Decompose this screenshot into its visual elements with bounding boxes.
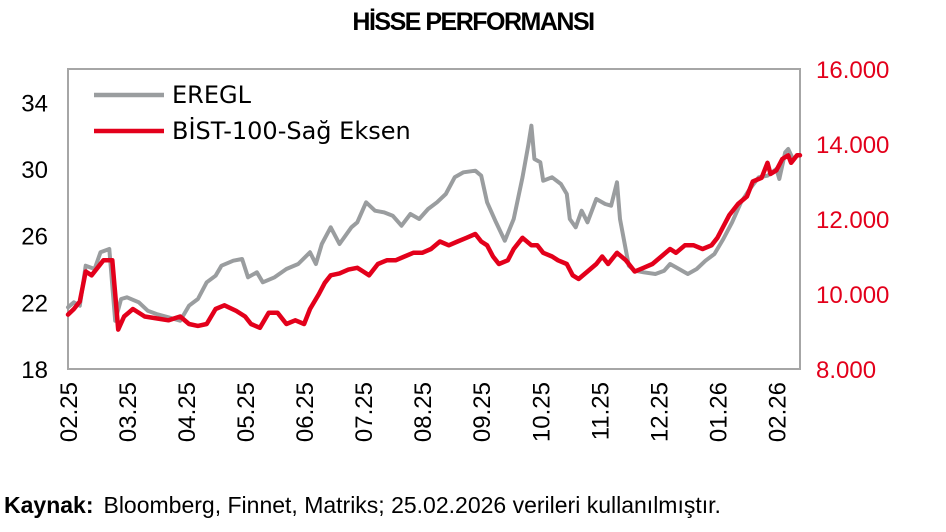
legend-label: EREGL: [172, 81, 252, 109]
eregl-line: [66, 123, 795, 323]
legend-label: BİST-100-Sağ Eksen: [172, 116, 411, 145]
left-tick-label: 18: [21, 357, 48, 384]
legend: EREGL BİST-100-Sağ Eksen: [94, 81, 411, 145]
left-tick-label: 30: [21, 157, 48, 184]
x-tick-label: 09.25: [469, 382, 496, 442]
x-tick-label: 01.26: [705, 382, 732, 442]
x-tick-label: 03.25: [115, 382, 142, 442]
x-tick-label: 02.26: [764, 382, 791, 442]
x-tick-label: 06.25: [292, 382, 319, 442]
chart-area: 18 22 26 30 34 8.000 10.000 12.000 14.000 16.000…: [21, 57, 889, 442]
right-tick-label: 8.000: [816, 357, 876, 384]
x-tick-label: 08.25: [410, 382, 437, 442]
x-axis: 02.25 03.25 04.25 05.25 06.25 07.25 08.25 09.25…: [56, 382, 791, 442]
x-tick-label: 04.25: [174, 382, 201, 442]
x-tick-label: 05.25: [233, 382, 260, 442]
plot-frame: [67, 68, 801, 370]
left-axis: 18 22 26 30 34: [21, 90, 48, 384]
chart-title: HİSSE PERFORMANSI: [352, 8, 595, 36]
right-axis: 8.000 10.000 12.000 14.000 16.000: [816, 57, 889, 384]
left-tick-label: 26: [21, 224, 48, 251]
left-tick-label: 22: [21, 290, 48, 317]
right-tick-label: 16.000: [816, 57, 889, 84]
bist100-line: [65, 153, 803, 332]
x-tick-label: 02.25: [56, 382, 83, 442]
left-tick-label: 34: [21, 90, 48, 117]
right-tick-label: 14.000: [816, 132, 889, 159]
source-line: Kaynak: Bloomberg, Finnet, Matriks; 25.02…: [4, 492, 721, 519]
x-tick-label: 07.25: [351, 382, 378, 442]
x-tick-label: 11.25: [587, 382, 614, 440]
source-text: Bloomberg, Finnet, Matriks; 25.02.2026 v…: [103, 492, 721, 518]
series-layer: [65, 123, 803, 332]
right-tick-label: 10.000: [816, 282, 889, 309]
x-tick-label: 10.25: [528, 382, 555, 442]
x-tick-label: 12.25: [646, 382, 673, 442]
right-tick-label: 12.000: [816, 207, 889, 234]
source-label: Kaynak:: [4, 492, 94, 518]
